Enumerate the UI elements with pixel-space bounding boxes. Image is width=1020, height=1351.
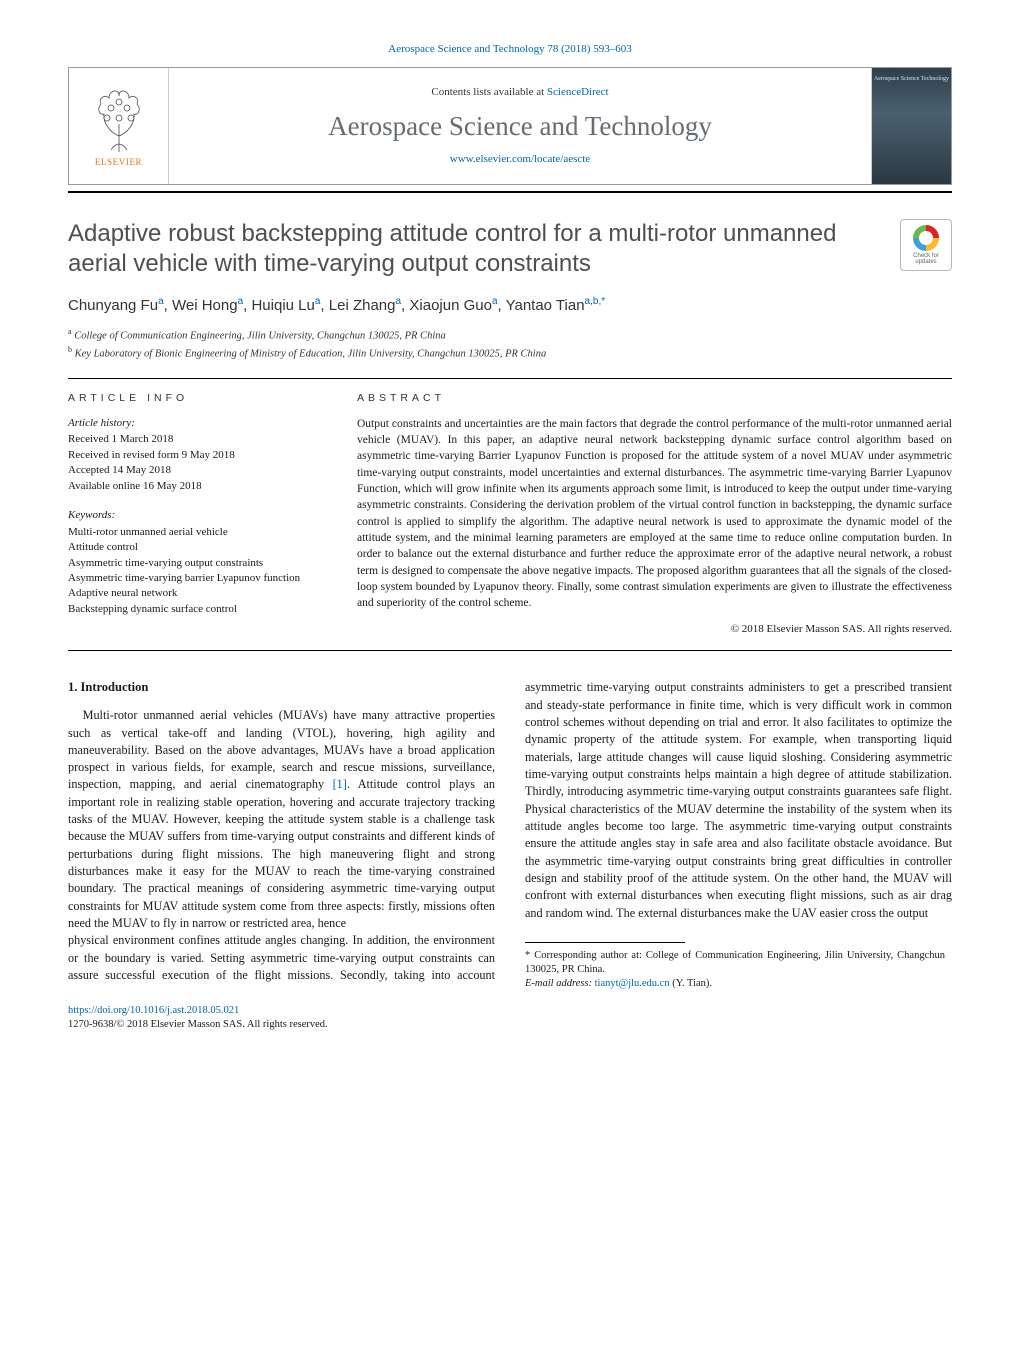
- history-label: Article history:: [68, 416, 323, 431]
- keyword: Adaptive neural network: [68, 586, 323, 601]
- section-heading-intro: 1. Introduction: [68, 679, 495, 697]
- issn-copyright: 1270-9638/© 2018 Elsevier Masson SAS. Al…: [68, 1018, 952, 1033]
- email-label: E-mail address:: [525, 978, 595, 989]
- journal-homepage-link[interactable]: www.elsevier.com/locate/aescte: [450, 153, 590, 165]
- affiliation-b: Key Laboratory of Bionic Engineering of …: [75, 349, 547, 360]
- author: Chunyang Fua: [68, 297, 164, 314]
- author: Huiqiu Lua: [251, 297, 320, 314]
- contents-prefix: Contents lists available at: [431, 86, 546, 98]
- author: Yantao Tiana,b,*: [506, 297, 606, 314]
- keyword: Backstepping dynamic surface control: [68, 602, 323, 617]
- keyword: Asymmetric time-varying barrier Lyapunov…: [68, 571, 323, 586]
- crossmark-icon: [913, 225, 939, 251]
- article-title: Adaptive robust backstepping attitude co…: [68, 219, 880, 279]
- body-paragraph: Multi-rotor unmanned aerial vehicles (MU…: [68, 707, 495, 932]
- author: Xiaojun Guoa: [409, 297, 497, 314]
- author: Wei Honga: [172, 297, 243, 314]
- keyword: Attitude control: [68, 540, 323, 555]
- keyword: Asymmetric time-varying output constrain…: [68, 556, 323, 571]
- journal-name: Aerospace Science and Technology: [169, 108, 871, 144]
- email-paren: (Y. Tian).: [670, 978, 712, 989]
- author: Lei Zhanga: [329, 297, 401, 314]
- affiliation-a: College of Communication Engineering, Ji…: [74, 331, 446, 342]
- journal-header: ELSEVIER Contents lists available at Sci…: [68, 67, 952, 185]
- journal-reference: Aerospace Science and Technology 78 (201…: [68, 42, 952, 57]
- sciencedirect-link[interactable]: ScienceDirect: [547, 86, 609, 98]
- history-item: Available online 16 May 2018: [68, 479, 323, 494]
- crossmark-text-2: updates: [915, 259, 936, 265]
- info-rule-top: [68, 378, 952, 379]
- history-item: Received 1 March 2018: [68, 432, 323, 447]
- elsevier-tree-icon: [88, 84, 150, 154]
- elsevier-brand-text: ELSEVIER: [95, 156, 142, 168]
- footnote-rule: [525, 942, 685, 943]
- article-info-heading: ARTICLE INFO: [68, 391, 323, 405]
- doi-link[interactable]: https://doi.org/10.1016/j.ast.2018.05.02…: [68, 1005, 239, 1016]
- journal-cover-thumbnail[interactable]: Aerospace Science Technology: [871, 68, 951, 184]
- contents-available: Contents lists available at ScienceDirec…: [169, 85, 871, 100]
- history-item: Received in revised form 9 May 2018: [68, 448, 323, 463]
- elsevier-logo[interactable]: ELSEVIER: [69, 68, 169, 184]
- info-rule-bottom: [68, 650, 952, 651]
- abstract-copyright: © 2018 Elsevier Masson SAS. All rights r…: [357, 622, 952, 637]
- authors-line: Chunyang Fua, Wei Honga, Huiqiu Lua, Lei…: [68, 295, 952, 316]
- crossmark-badge[interactable]: Check for updates: [900, 219, 952, 271]
- keywords-label: Keywords:: [68, 508, 323, 523]
- page-footer: https://doi.org/10.1016/j.ast.2018.05.02…: [68, 1004, 952, 1033]
- keyword: Multi-rotor unmanned aerial vehicle: [68, 525, 323, 540]
- abstract-heading: ABSTRACT: [357, 391, 952, 405]
- header-rule: [68, 191, 952, 193]
- cover-label: Aerospace Science Technology: [874, 76, 949, 83]
- citation-link[interactable]: [1]: [333, 777, 347, 791]
- abstract-text: Output constraints and uncertainties are…: [357, 416, 952, 612]
- affiliations: a College of Communication Engineering, …: [68, 326, 952, 362]
- email-link[interactable]: tianyt@jlu.edu.cn: [595, 978, 670, 989]
- corresponding-author-note: * Corresponding author at: College of Co…: [525, 949, 945, 977]
- history-item: Accepted 14 May 2018: [68, 463, 323, 478]
